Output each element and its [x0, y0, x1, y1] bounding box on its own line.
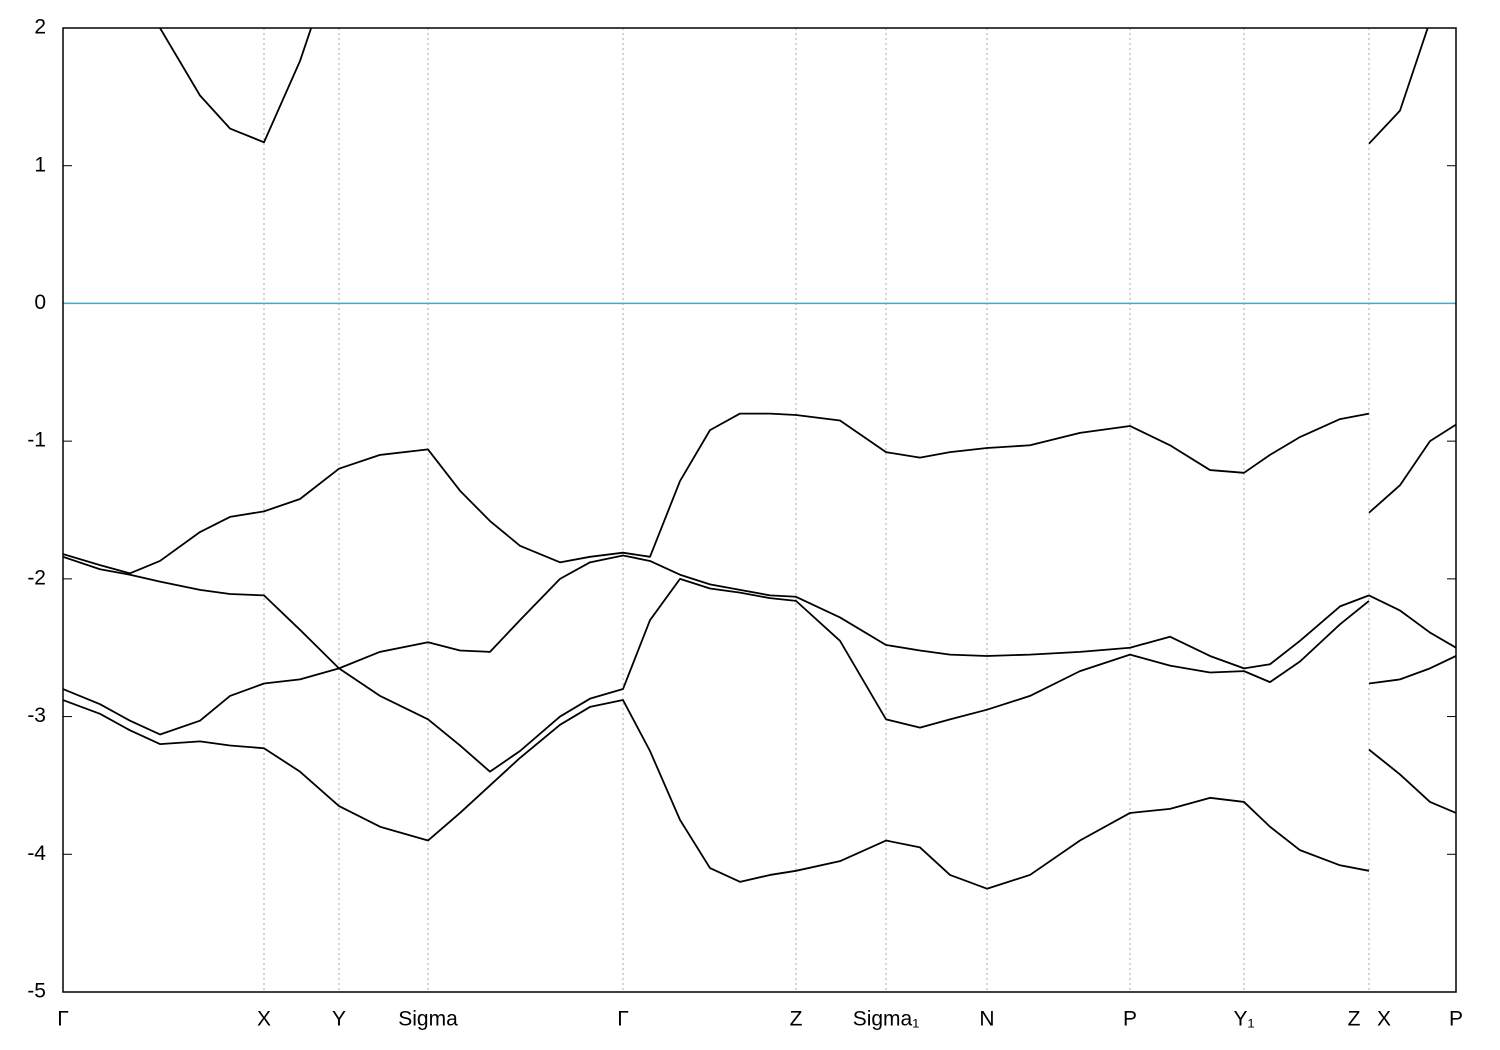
plot-area	[63, 28, 1456, 890]
x-tick-label: P	[1123, 1008, 1137, 1031]
x-tick-label: Sigma	[398, 1008, 458, 1031]
x-tick-label: P	[1449, 1008, 1463, 1031]
y-tick-label: -3	[27, 704, 46, 727]
y-tick-label: -2	[27, 566, 46, 589]
y-tick-label: -5	[27, 980, 46, 1003]
x-tick-label: Sigma₁	[853, 1008, 920, 1031]
y-tick-label: 2	[34, 16, 46, 39]
x-tick-label: Γ	[57, 1008, 69, 1031]
y-tick-label: 0	[34, 291, 46, 314]
band-line	[158, 28, 1429, 145]
band-line	[63, 699, 1456, 890]
y-tick-label: 1	[34, 153, 46, 176]
x-tick-label: X	[257, 1008, 271, 1031]
y-tick-label: -1	[27, 429, 46, 452]
x-tick-label: Z	[790, 1008, 803, 1031]
x-tick-label: Γ	[617, 1008, 629, 1031]
band-line	[63, 554, 1456, 670]
y-tick-label: -4	[27, 842, 46, 865]
x-tick-label: N	[979, 1008, 994, 1031]
plot-frame	[62, 27, 1457, 993]
band-line	[63, 577, 1456, 773]
x-tick-label: Z	[1348, 1008, 1361, 1031]
x-tick-label: Y	[332, 1008, 346, 1031]
x-tick-label: Y₁	[1233, 1008, 1254, 1031]
band-line	[63, 412, 1456, 575]
x-tick-label: X	[1377, 1008, 1391, 1031]
